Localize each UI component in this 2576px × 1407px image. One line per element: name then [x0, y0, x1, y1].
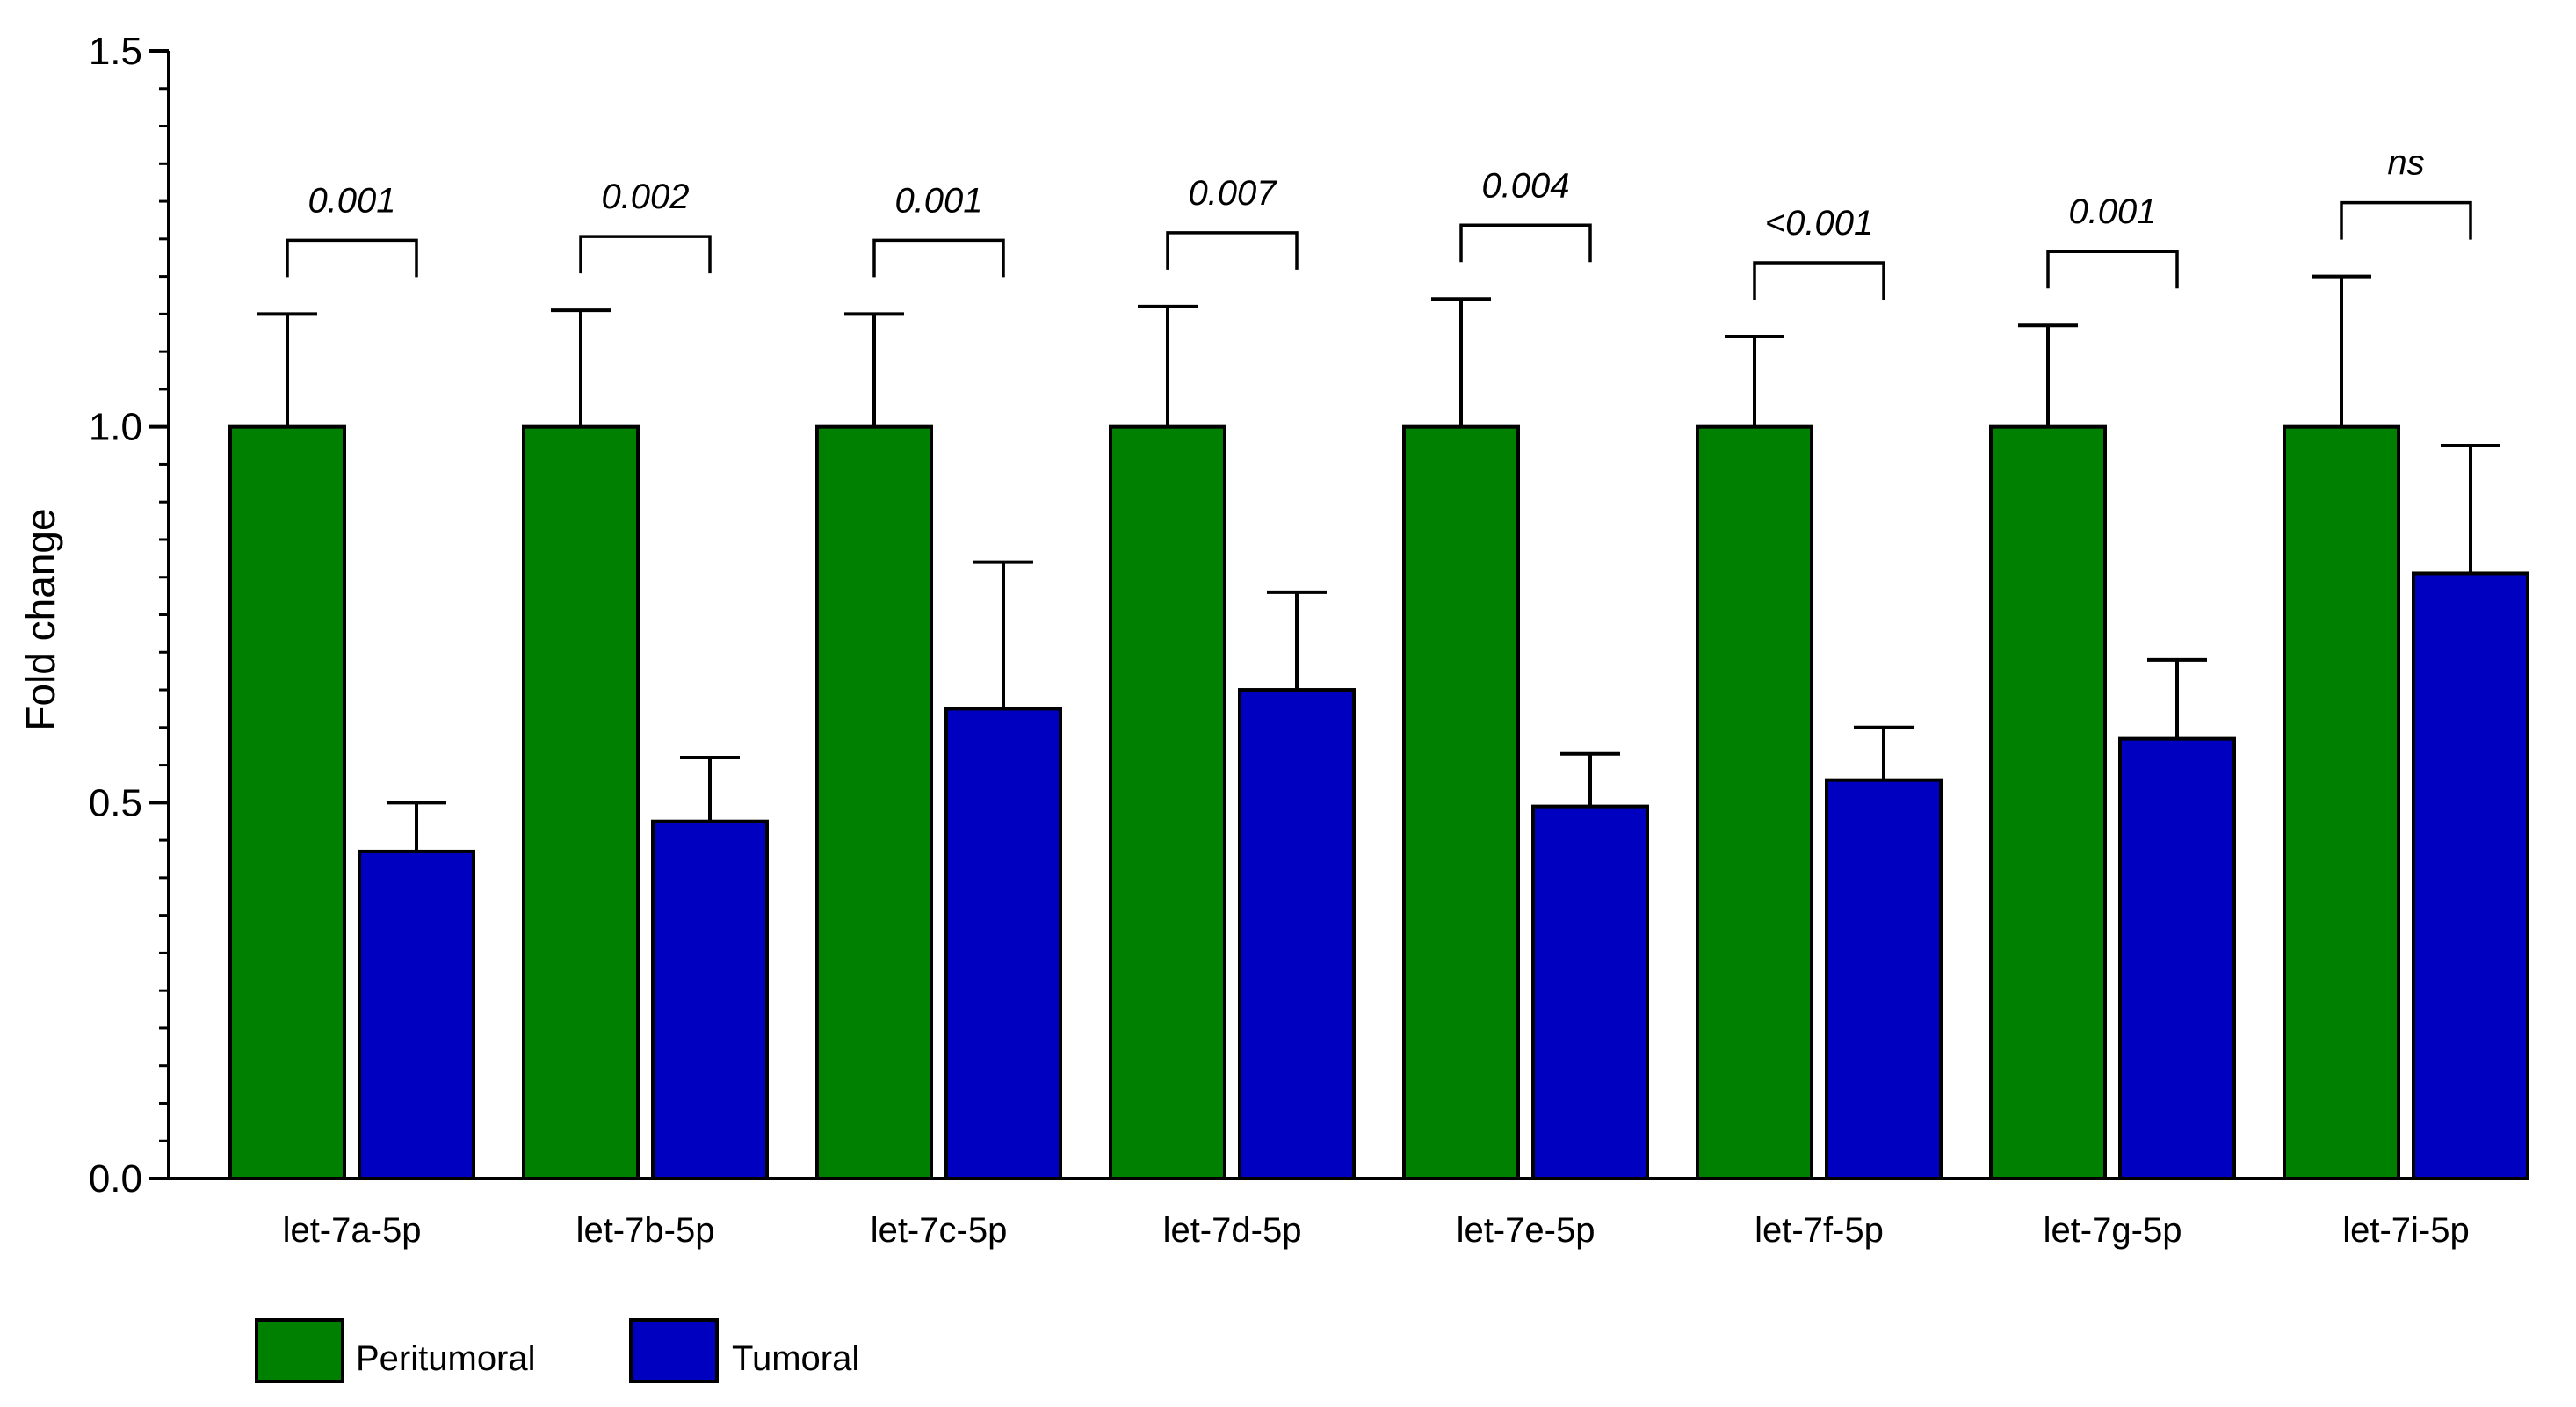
significance-bracket [872, 238, 1005, 278]
y-tick-label: 0.0 [89, 1157, 142, 1200]
legend-swatch-peritumoral [255, 1318, 344, 1383]
p-value-label: 0.004 [1481, 166, 1569, 205]
bar-tumoral-let-7f-5p [1825, 778, 1943, 1180]
bar-peritumoral-let-7e-5p [1402, 424, 1520, 1180]
significance-bracket [2046, 250, 2179, 289]
x-tick-label: let-7b-5p [576, 1211, 715, 1250]
x-tick-label: let-7f-5p [1755, 1211, 1884, 1250]
y-tick-label: 0.5 [89, 781, 142, 824]
significance-bracket [1166, 231, 1299, 270]
bar-tumoral-let-7i-5p [2412, 571, 2529, 1180]
y-tick-label: 1.0 [89, 406, 142, 449]
legend-label-peritumoral: Peritumoral [356, 1339, 536, 1378]
x-tick-label: let-7c-5p [871, 1211, 1008, 1250]
x-tick-label: let-7d-5p [1163, 1211, 1302, 1250]
p-value-label: 0.002 [601, 178, 689, 216]
bar-tumoral-let-7a-5p [358, 849, 475, 1180]
bar-tumoral-let-7g-5p [2118, 736, 2236, 1180]
y-axis-title: Fold change [18, 508, 63, 730]
bar-peritumoral-let-7f-5p [1696, 424, 1813, 1180]
legend-swatch-tumoral [629, 1318, 719, 1383]
x-tick-label: let-7a-5p [283, 1211, 422, 1250]
legend-label-tumoral: Tumoral [732, 1339, 859, 1378]
x-tick-label: let-7i-5p [2342, 1211, 2470, 1250]
x-tick-label: let-7g-5p [2044, 1211, 2182, 1250]
p-value-label: ns [2387, 144, 2424, 183]
bars-group [228, 274, 2529, 1180]
x-tick-label: let-7e-5p [1457, 1211, 1596, 1250]
p-value-label: 0.001 [308, 181, 395, 220]
p-value-label: <0.001 [1765, 204, 1873, 243]
significance-annotations: 0.001 0.002 0.001 0.007 0.004 <0.001 0.001 ns [286, 144, 2472, 301]
p-value-label: 0.001 [2068, 192, 2156, 231]
bar-tumoral-let-7b-5p [651, 819, 769, 1180]
axes-group: let-7a-5p let-7b-5p let-7c-5p let-7d-5p let-… [89, 30, 2513, 1250]
bar-tumoral-let-7d-5p [1238, 688, 1356, 1180]
significance-bracket [1753, 261, 1885, 301]
bar-tumoral-let-7c-5p [944, 707, 1062, 1180]
bar-peritumoral-let-7a-5p [228, 424, 346, 1180]
y-tick-label: 1.5 [89, 30, 142, 73]
significance-bracket [286, 238, 418, 278]
bar-tumoral-let-7e-5p [1531, 804, 1649, 1180]
significance-bracket [579, 235, 712, 274]
p-value-label: 0.007 [1188, 174, 1277, 213]
bar-peritumoral-let-7b-5p [522, 424, 640, 1180]
legend: Peritumoral Tumoral [255, 1318, 859, 1383]
significance-bracket [2340, 200, 2472, 240]
significance-bracket [1459, 223, 1592, 263]
bar-peritumoral-let-7g-5p [1989, 424, 2107, 1180]
bar-peritumoral-let-7c-5p [815, 424, 933, 1180]
bar-peritumoral-let-7d-5p [1109, 424, 1226, 1180]
bar-peritumoral-let-7i-5p [2283, 424, 2400, 1180]
p-value-label: 0.001 [894, 181, 982, 220]
